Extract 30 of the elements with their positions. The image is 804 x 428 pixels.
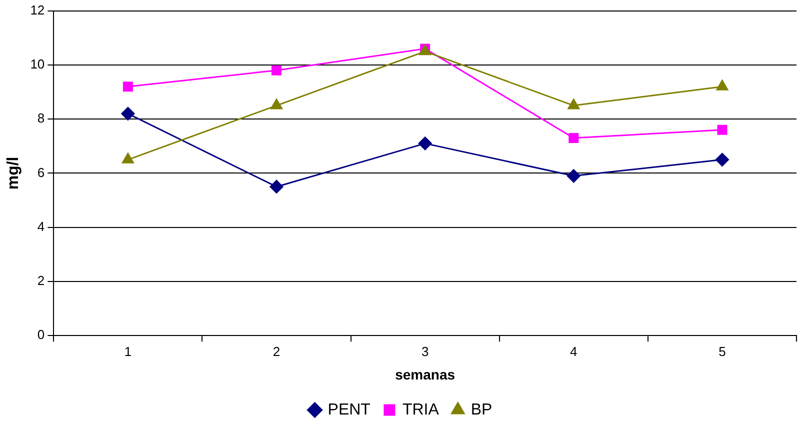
x-tick-label: 5 — [718, 344, 726, 359]
y-tick-label: 10 — [30, 56, 45, 72]
x-tick-label: 1 — [124, 344, 132, 359]
legend-label: TRIA — [402, 401, 440, 418]
point — [122, 152, 134, 164]
y-tick-label: 0 — [37, 327, 45, 342]
point — [716, 80, 728, 90]
point — [272, 65, 282, 76]
y-tick-label: 4 — [37, 218, 45, 234]
point — [568, 133, 579, 144]
y-tick-label: 2 — [37, 273, 45, 288]
legend-label: BP — [470, 401, 492, 418]
x-tick-label: 2 — [272, 344, 280, 359]
x-axis-title: semanas — [395, 366, 456, 382]
point — [122, 82, 133, 92]
point — [418, 136, 432, 150]
legend-label: PENT — [328, 401, 371, 418]
point — [715, 152, 729, 166]
x-tick-label: 3 — [421, 344, 429, 359]
point — [568, 98, 580, 110]
point — [121, 106, 135, 120]
y-axis-title: mg/l — [5, 156, 22, 190]
y-tick-label: 6 — [37, 164, 45, 180]
y-tick-label: 12 — [30, 2, 45, 18]
y-tick-label: 8 — [37, 110, 45, 126]
point — [270, 180, 284, 194]
x-tick-label: 4 — [570, 344, 578, 359]
point — [270, 98, 282, 110]
point — [717, 124, 728, 135]
point — [566, 169, 580, 183]
